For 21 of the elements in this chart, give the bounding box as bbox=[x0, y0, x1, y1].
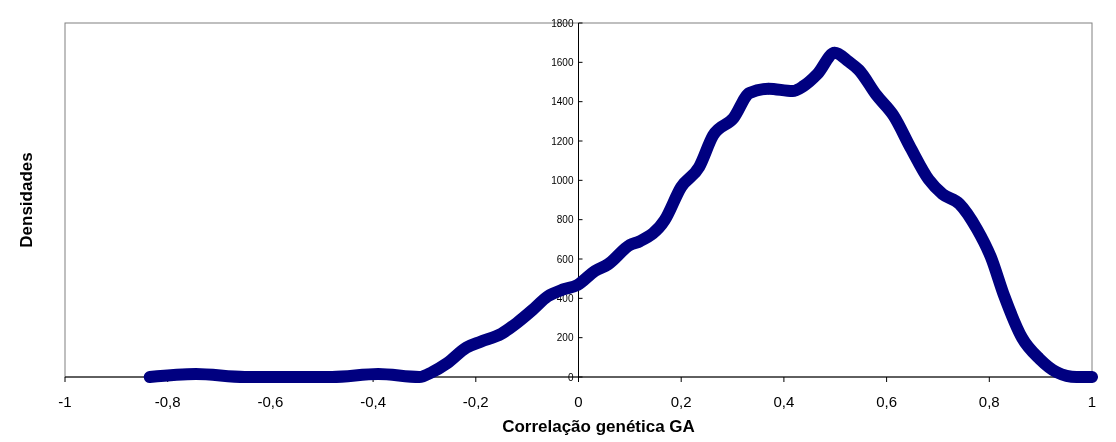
x-tick-label: 0,8 bbox=[978, 393, 1000, 410]
x-tick-label: -0,4 bbox=[360, 393, 387, 410]
y-tick-label: 1200 bbox=[551, 135, 574, 147]
x-tick-label: 1 bbox=[1087, 393, 1097, 410]
x-tick-label: -0,8 bbox=[154, 393, 181, 410]
x-axis-title: Correlação genética GA bbox=[502, 417, 695, 436]
y-tick-label: 1800 bbox=[551, 17, 574, 29]
y-tick-label: 1600 bbox=[551, 56, 574, 68]
x-tick-label: -1 bbox=[58, 393, 72, 410]
x-tick-label: 0,2 bbox=[670, 393, 692, 410]
y-tick-label: 0 bbox=[567, 371, 574, 383]
y-tick-label: 800 bbox=[556, 214, 574, 226]
y-axis-title: Densidades bbox=[17, 152, 36, 248]
y-tick-label: 1000 bbox=[551, 174, 574, 186]
x-tick-label: 0,6 bbox=[876, 393, 898, 410]
x-tick-label: -0,2 bbox=[462, 393, 489, 410]
x-tick-label: -0,6 bbox=[257, 393, 284, 410]
y-tick-label: 1400 bbox=[551, 96, 574, 108]
x-tick-label: 0,4 bbox=[773, 393, 795, 410]
y-tick-label: 200 bbox=[556, 332, 574, 344]
y-tick-label: 600 bbox=[556, 253, 574, 265]
